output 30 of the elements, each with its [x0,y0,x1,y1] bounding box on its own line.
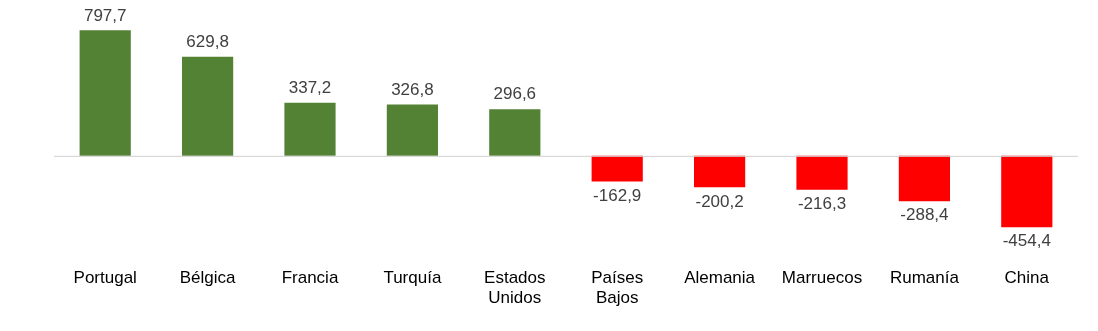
data-label: -162,9 [593,185,642,205]
data-label: -200,2 [695,191,744,211]
x-tick-label: Estados Unidos [484,268,546,308]
bar [591,155,643,182]
bar [386,104,438,156]
data-label: -288,4 [900,205,949,225]
bar [489,109,541,156]
x-tick-label: Marruecos [781,268,863,288]
data-label: 296,6 [493,84,537,104]
x-tick-label: Turquía [383,268,442,288]
x-tick-label: Francia [281,268,339,288]
data-label: 337,2 [288,77,332,97]
x-tick-label: Bélgica [179,268,237,288]
data-label: -216,3 [797,194,847,214]
data-label: 797,7 [83,5,127,25]
x-tick-label: Alemania [684,268,756,288]
bar [284,102,336,156]
x-tick-label: Países Bajos [591,268,644,308]
x-tick-label: Rumanía [889,268,960,288]
data-label: 326,8 [391,79,434,99]
bar [898,155,950,202]
data-label: -454,4 [1002,231,1051,251]
bar [796,155,848,190]
bar [79,30,131,156]
bar [694,155,746,188]
x-tick-label: Portugal [73,268,137,288]
bar [1001,155,1053,228]
x-tick-label: China [1004,268,1050,288]
data-label: 629,8 [186,31,229,51]
bar [182,56,234,156]
